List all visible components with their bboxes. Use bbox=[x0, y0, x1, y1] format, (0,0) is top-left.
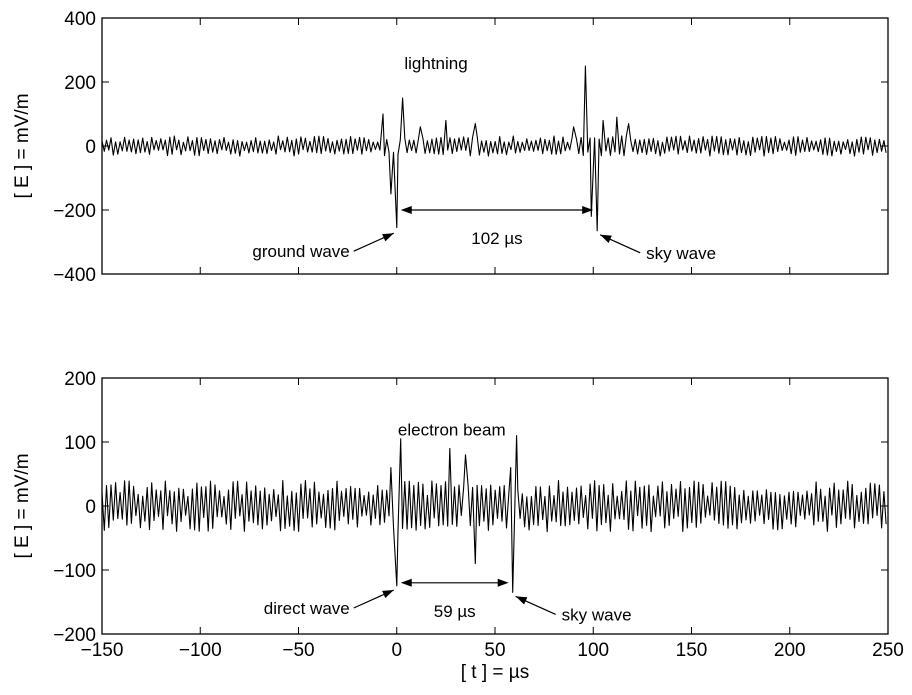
x-tick-label: 150 bbox=[676, 640, 708, 661]
delay-arrow-head-left bbox=[400, 206, 412, 214]
x-tick-label: 0 bbox=[391, 640, 402, 661]
electron-beam-annotation-arrows bbox=[353, 578, 556, 615]
y-tick-label: −200 bbox=[53, 201, 96, 222]
x-tick-label: −100 bbox=[179, 640, 222, 661]
electron-beam-annotations: direct wave 59 µs sky wave bbox=[264, 578, 632, 624]
right-arrow-head bbox=[515, 596, 528, 605]
left-arrow-head bbox=[382, 590, 394, 599]
delay-arrow-head-right bbox=[582, 206, 594, 214]
x-tick-label: 250 bbox=[872, 640, 904, 661]
x-tick-label: −150 bbox=[81, 640, 124, 661]
lightning-ticks bbox=[101, 17, 889, 275]
lightning-sky-wave-label: sky wave bbox=[646, 244, 716, 263]
electron-beam-y-axis-label: [ E ] = mV/m bbox=[12, 453, 33, 558]
y-tick-label: 200 bbox=[64, 73, 96, 94]
y-tick-label: −200 bbox=[53, 625, 96, 646]
electron-beam-panel: −150 −100 −50 0 50 100 150 200 250 −200 −100 0 100 20… bbox=[12, 369, 904, 683]
x-tick-label: 50 bbox=[484, 640, 505, 661]
delay-arrow-head-left bbox=[400, 578, 412, 587]
delay-arrow-head-right bbox=[497, 578, 509, 587]
electron-beam-signal-line bbox=[101, 435, 887, 593]
electron-beam-sky-wave-label: sky wave bbox=[562, 605, 632, 624]
y-tick-label: −100 bbox=[53, 561, 96, 582]
lightning-tick-labels: −400 −200 0 200 400 bbox=[53, 9, 96, 286]
direct-wave-label: direct wave bbox=[264, 599, 350, 618]
y-tick-label: 400 bbox=[64, 9, 96, 30]
x-tick-label: 100 bbox=[577, 640, 609, 661]
lightning-series-label: lightning bbox=[404, 54, 467, 73]
delay-59us-label: 59 µs bbox=[434, 602, 476, 621]
lightning-annotations: ground wave 102 µs sky wave bbox=[252, 206, 716, 263]
y-tick-label: 100 bbox=[64, 433, 96, 454]
lightning-signal-line bbox=[101, 65, 887, 232]
lightning-y-axis-label: [ E ] = mV/m bbox=[12, 93, 33, 198]
right-arrow-head bbox=[600, 234, 612, 243]
time-x-axis-label: [ t ] = µs bbox=[461, 662, 530, 683]
x-tick-label: 200 bbox=[774, 640, 806, 661]
x-tick-label: −50 bbox=[282, 640, 314, 661]
y-tick-label: −400 bbox=[53, 265, 96, 286]
y-tick-label: 0 bbox=[85, 497, 96, 518]
electron-beam-tick-labels: −150 −100 −50 0 50 100 150 200 250 −200 −100 0 100 20… bbox=[53, 369, 904, 661]
lightning-panel: −400 −200 0 200 400 lightning [ E ] = mV/m g… bbox=[12, 9, 889, 286]
y-tick-label: 0 bbox=[85, 137, 96, 158]
left-arrow-head bbox=[382, 233, 394, 242]
ground-wave-label: ground wave bbox=[252, 242, 349, 261]
electron-beam-series-label: electron beam bbox=[398, 421, 506, 440]
lightning-annotation-arrows bbox=[353, 206, 641, 254]
delay-102us-label: 102 µs bbox=[471, 229, 522, 248]
y-tick-label: 200 bbox=[64, 369, 96, 390]
